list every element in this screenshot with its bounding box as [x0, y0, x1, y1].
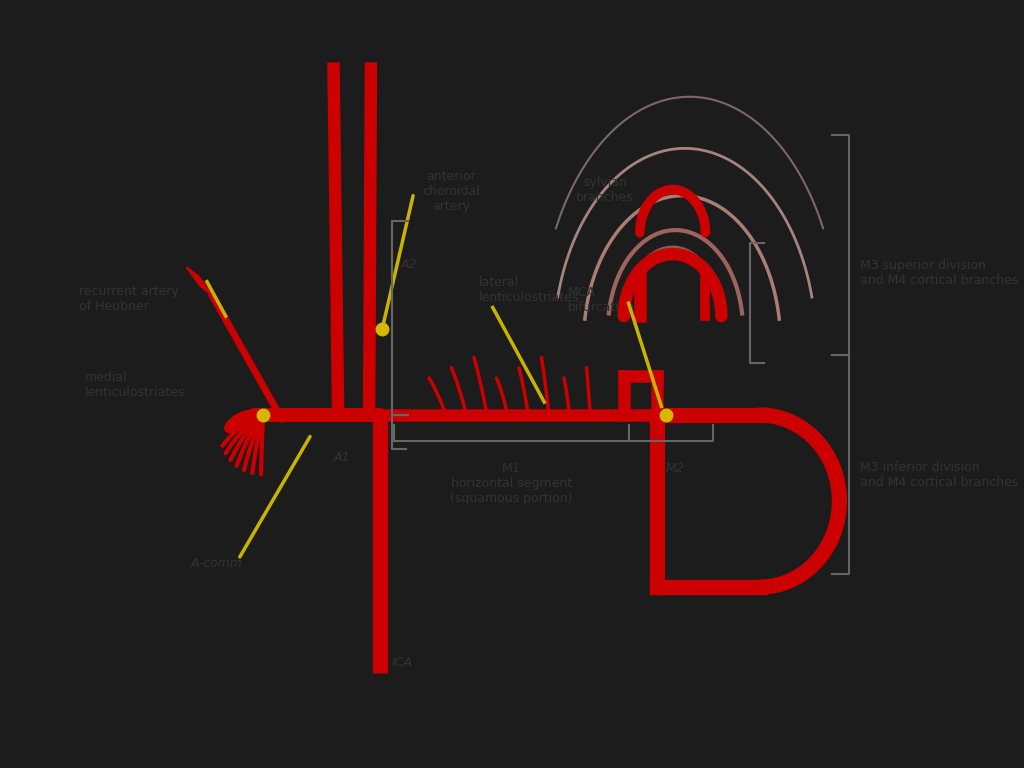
- Text: A1: A1: [334, 451, 350, 464]
- Text: M2: M2: [666, 462, 685, 475]
- Text: anterior
choroidal
artery: anterior choroidal artery: [423, 170, 480, 213]
- Text: A2: A2: [401, 258, 418, 271]
- Text: sylvian
branches: sylvian branches: [577, 176, 634, 204]
- Text: M1
horizontal segment
(squamous portion): M1 horizontal segment (squamous portion): [451, 462, 572, 505]
- Text: lateral
lenticulostriates: lateral lenticulostriates: [478, 276, 579, 304]
- Text: recurrent artery
of Heubner: recurrent artery of Heubner: [79, 285, 179, 313]
- Text: ICA: ICA: [391, 656, 413, 669]
- Text: MCA
bifurcation: MCA bifurcation: [567, 286, 635, 314]
- Text: medial
lenticulostriates: medial lenticulostriates: [85, 371, 185, 399]
- Text: M3 superior division
and M4 cortical branches: M3 superior division and M4 cortical bra…: [860, 259, 1019, 287]
- Text: M3 inferior division
and M4 cortical branches: M3 inferior division and M4 cortical bra…: [860, 462, 1019, 489]
- Text: A-comm: A-comm: [190, 557, 243, 570]
